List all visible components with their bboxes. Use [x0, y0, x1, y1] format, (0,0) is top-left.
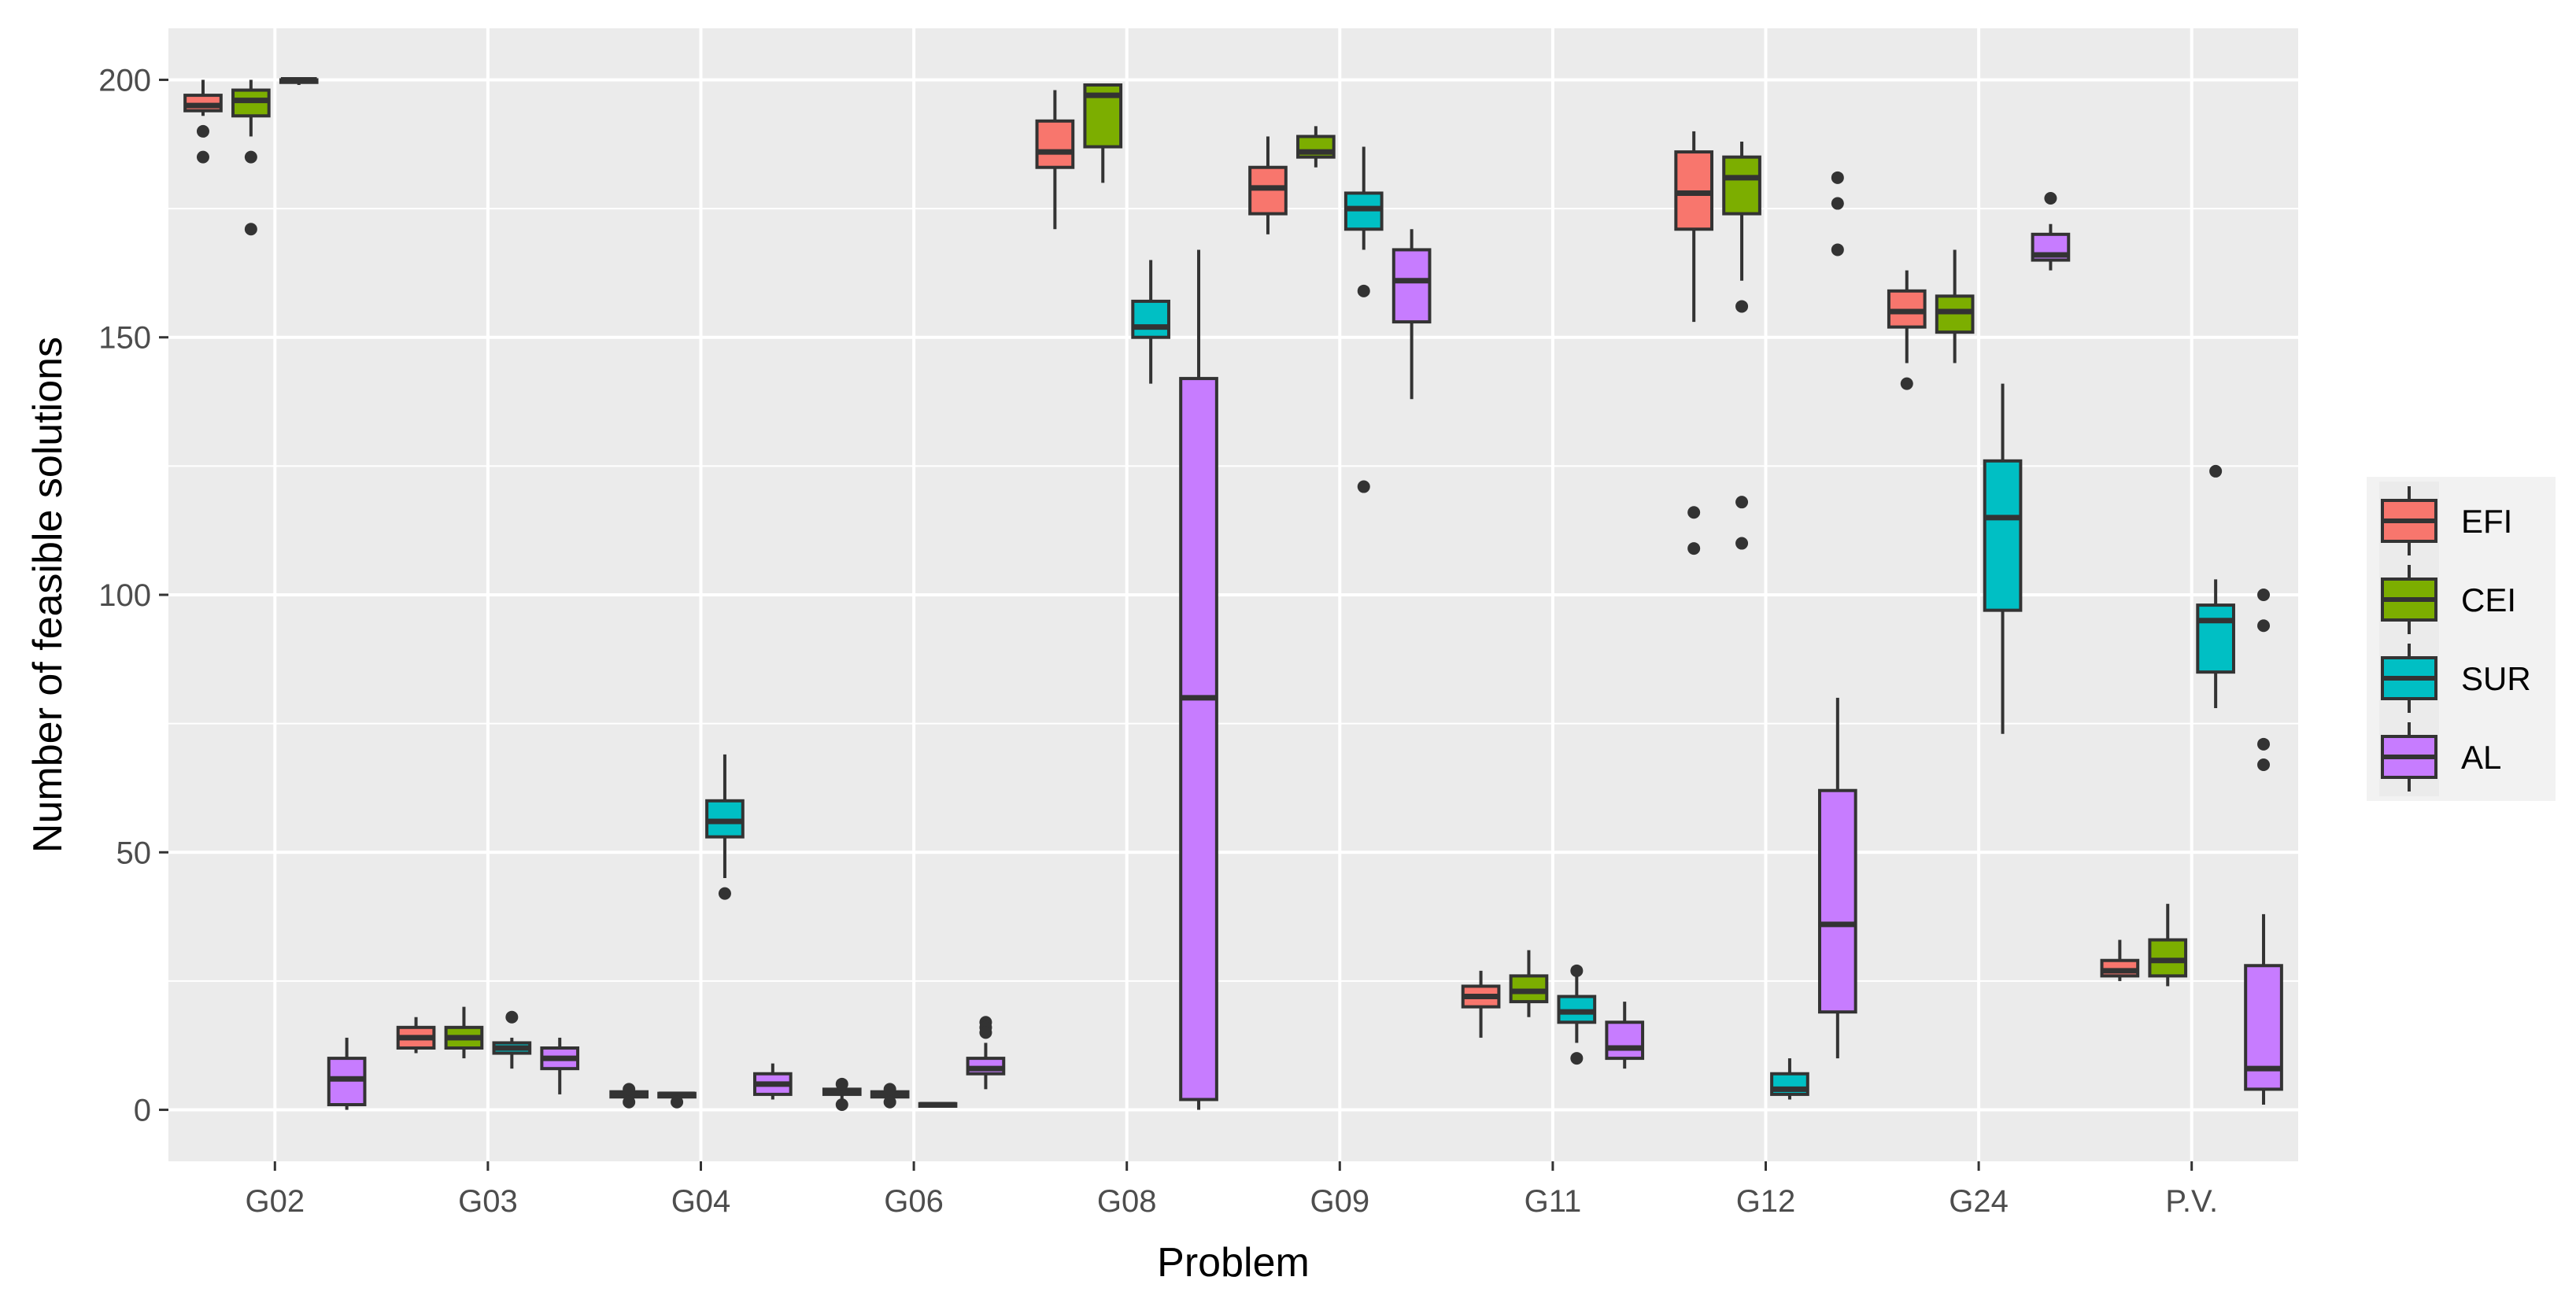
- y-tick-label: 100: [98, 578, 151, 613]
- box-efi-g02-outlier: [196, 150, 209, 164]
- x-tick-label: G12: [1736, 1184, 1796, 1219]
- box-sur-g24: [1983, 459, 2023, 612]
- box-sur-g09-outlier: [1357, 284, 1370, 297]
- box-cei-g12-outlier: [1735, 537, 1749, 550]
- x-tick-label: G03: [458, 1184, 518, 1219]
- box-al-pv-outlier: [2257, 589, 2271, 601]
- x-tick-label: G09: [1310, 1184, 1369, 1219]
- box-al-g06-outlier: [979, 1026, 992, 1039]
- box-al-pv-outlier: [2257, 758, 2271, 771]
- legend-label-sur: SUR: [2461, 660, 2531, 697]
- box-sur-g09-outlier: [1357, 480, 1370, 493]
- box-cei-g12-outlier: [1735, 300, 1749, 313]
- box-cei-g12: [1722, 155, 1761, 216]
- x-tick-label: P.V.: [2165, 1184, 2218, 1219]
- box-efi-g04-outlier: [623, 1083, 636, 1096]
- box-efi-g02-outlier: [196, 124, 209, 138]
- box-al-g12-outlier: [1831, 197, 1844, 210]
- box-al-pv-outlier: [2257, 619, 2271, 633]
- y-tick-label: 50: [116, 836, 152, 870]
- legend-label-cei: CEI: [2461, 581, 2516, 618]
- box-al-g24-outlier: [2044, 192, 2057, 205]
- box-al-pv-outlier: [2257, 737, 2271, 751]
- x-axis-title: Problem: [1157, 1240, 1310, 1286]
- box-efi-g06-outlier: [835, 1098, 848, 1111]
- box-sur-g11-outlier: [1570, 1052, 1584, 1065]
- x-tick-label: G24: [1949, 1184, 2009, 1219]
- box-sur-g11-outlier: [1570, 964, 1584, 977]
- box-sur-g04-outlier: [718, 887, 731, 900]
- box-efi-g06-outlier: [835, 1077, 848, 1090]
- box-sur-g08: [1131, 299, 1170, 339]
- box-efi-g12-outlier: [1687, 542, 1701, 555]
- box-sur-pv: [2196, 603, 2235, 674]
- box-al-g11: [1605, 1020, 1645, 1061]
- y-tick-label: 150: [98, 321, 151, 356]
- box-sur-g03-outlier: [505, 1010, 519, 1024]
- box-cei-g02-outlier: [244, 223, 257, 236]
- box-cei-g04-outlier: [671, 1095, 684, 1109]
- box-efi-g24-outlier: [1900, 377, 1913, 390]
- box-cei-g12-outlier: [1735, 496, 1749, 509]
- box-efi-g12-outlier: [1687, 506, 1701, 519]
- box-al-g12-outlier: [1831, 171, 1844, 184]
- box-sur-pv-outlier: [2209, 464, 2223, 478]
- x-tick-label: G11: [1525, 1184, 1582, 1219]
- y-axis-title: Number of feasible solutions: [25, 337, 71, 853]
- y-tick-label: 0: [134, 1094, 151, 1128]
- legend-label-efi: EFI: [2461, 503, 2512, 540]
- x-tick-label: G06: [884, 1184, 944, 1219]
- box-cei-g06-outlier: [883, 1095, 896, 1109]
- x-tick-label: G04: [671, 1184, 731, 1219]
- legend-label-al: AL: [2461, 739, 2501, 776]
- box-al-g08: [1179, 377, 1218, 1102]
- box-al-g09: [1391, 248, 1432, 324]
- box-cei-g06-outlier: [883, 1083, 896, 1096]
- box-cei-g02-outlier: [244, 150, 257, 164]
- box-efi-g04-outlier: [623, 1095, 636, 1109]
- x-tick-label: G08: [1097, 1184, 1157, 1219]
- box-al-g12-outlier: [1831, 243, 1844, 256]
- box-efi-g08: [1035, 119, 1075, 169]
- y-tick-label: 200: [98, 63, 151, 98]
- box-al-g12: [1817, 788, 1857, 1014]
- x-tick-label: G02: [245, 1184, 305, 1219]
